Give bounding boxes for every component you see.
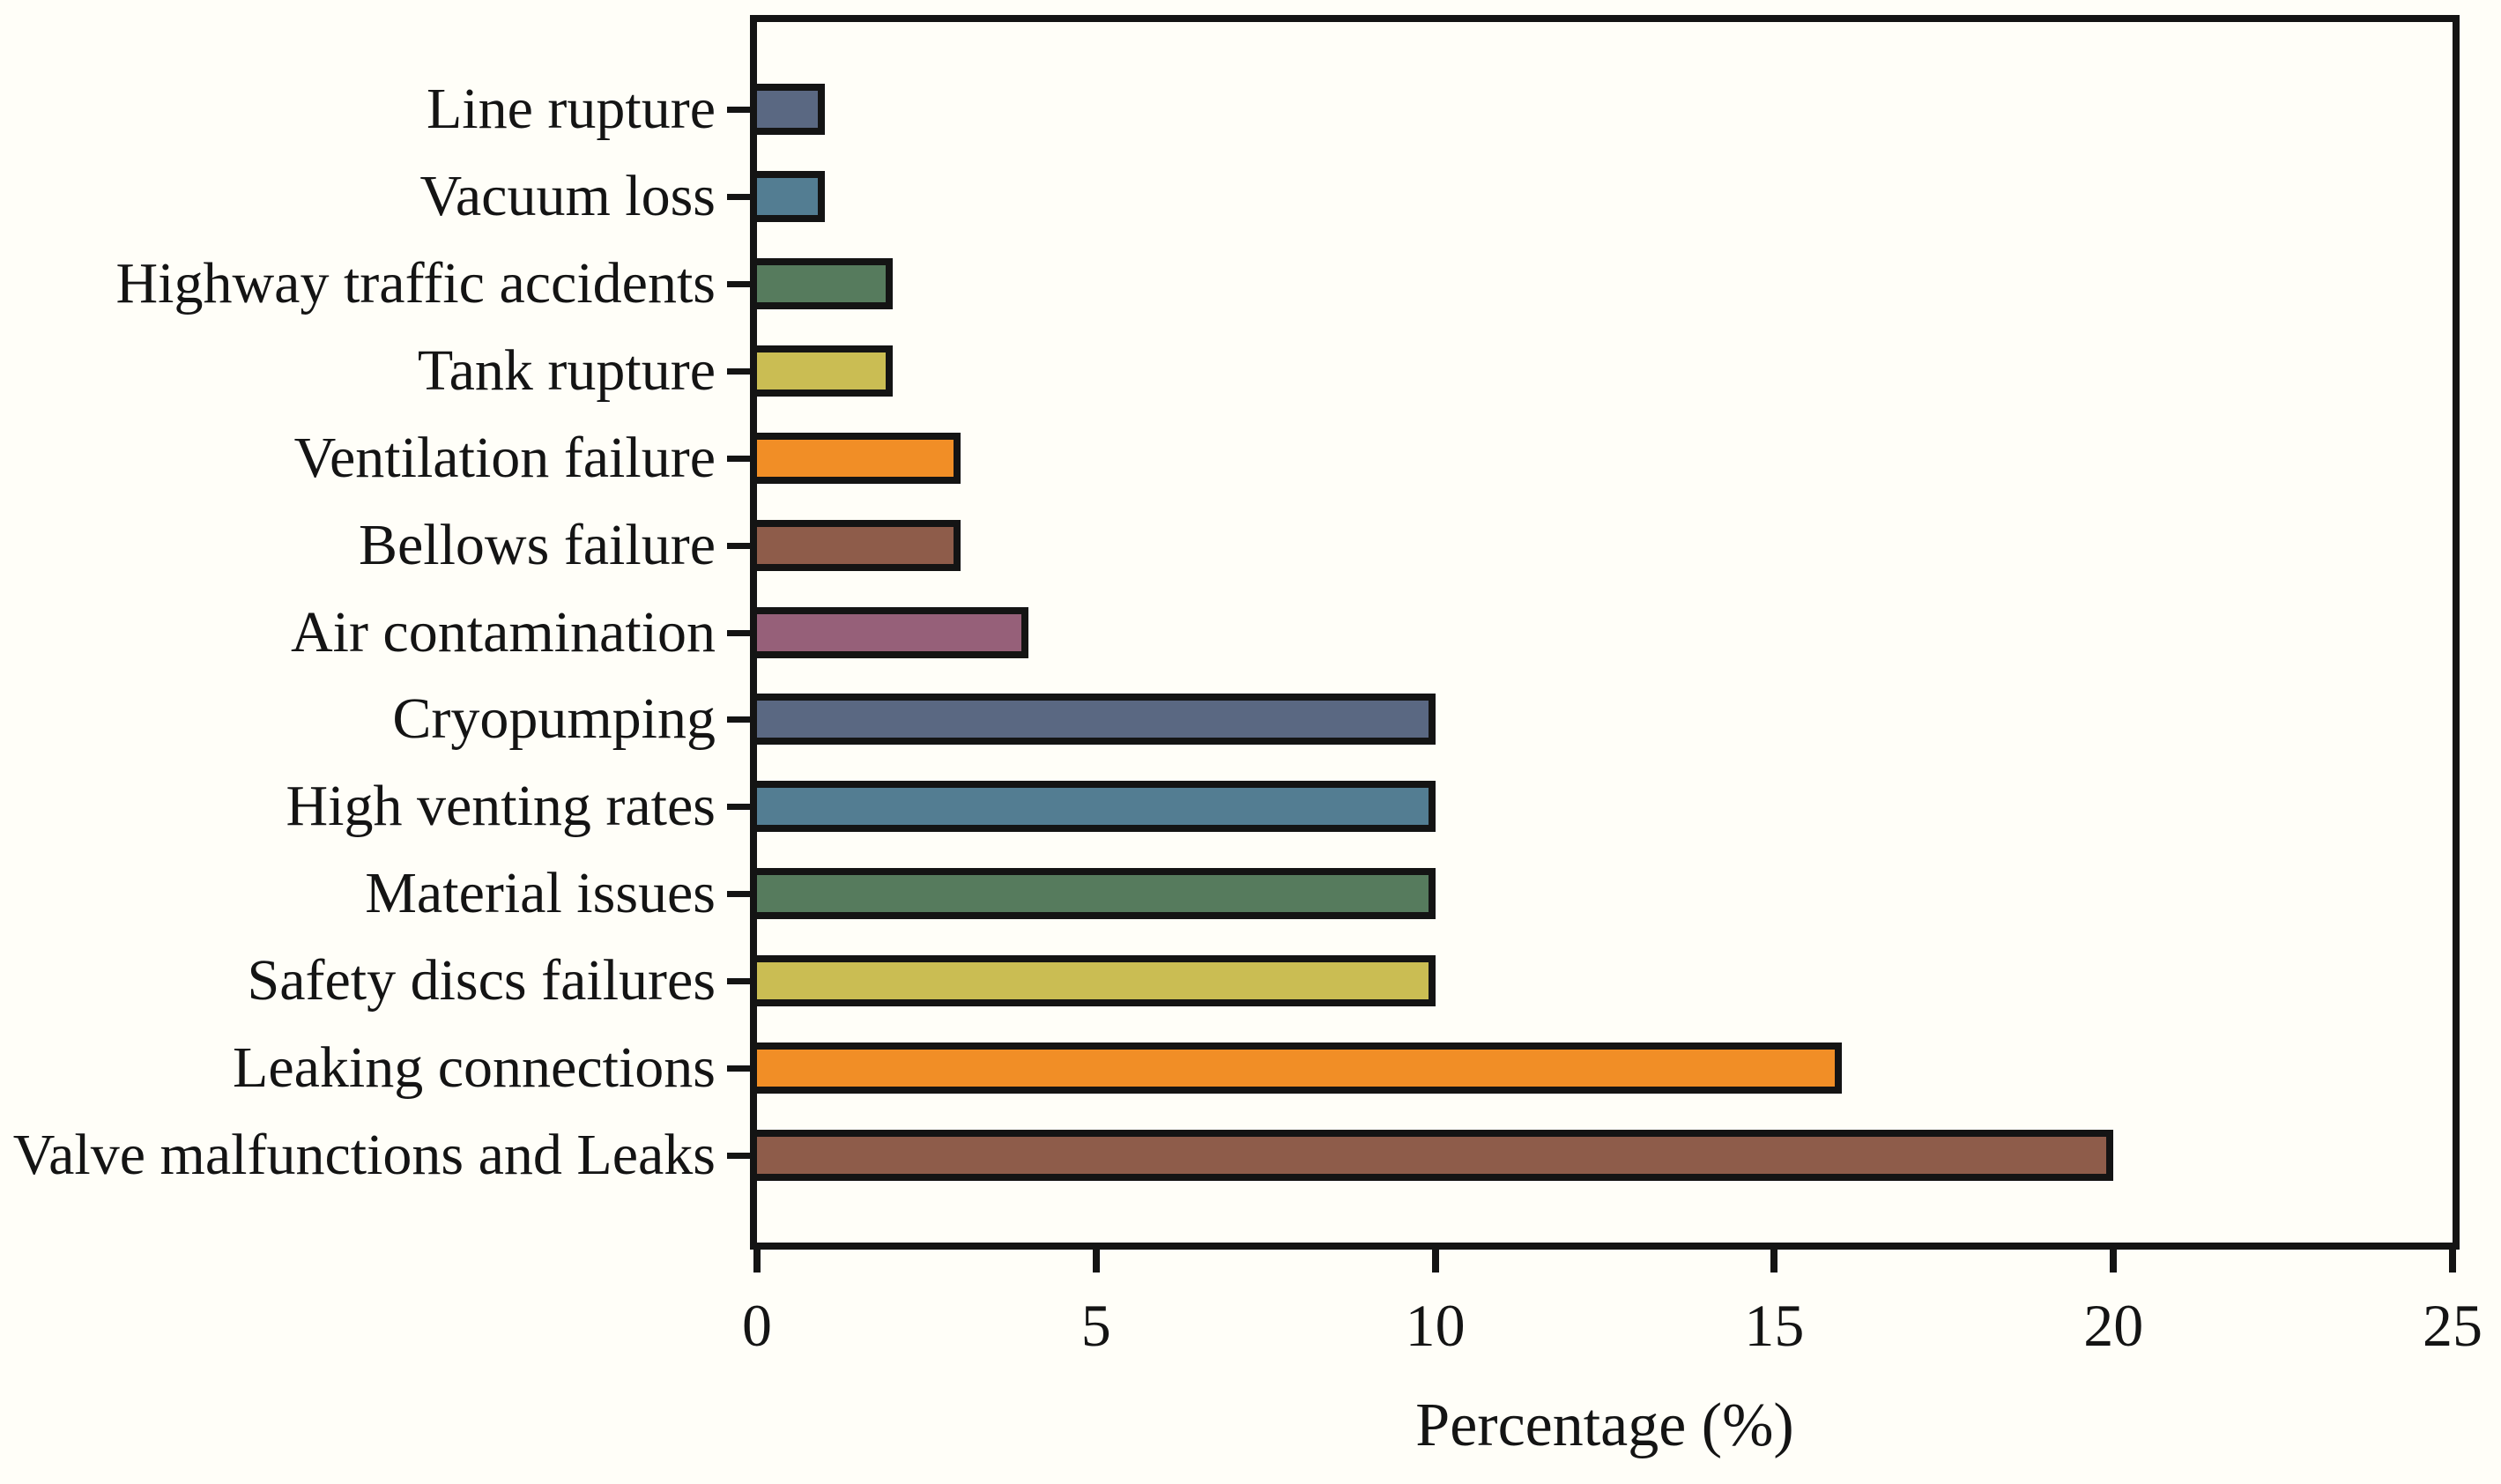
category-label: Tank rupture bbox=[417, 338, 716, 403]
category-label: Material issues bbox=[365, 861, 716, 926]
x-axis-tick bbox=[2110, 1250, 2118, 1273]
category-label: Air contamination bbox=[290, 599, 716, 664]
y-axis-tick bbox=[727, 716, 750, 723]
category-label: Cryopumping bbox=[392, 686, 716, 752]
x-tick-label: 25 bbox=[2423, 1292, 2482, 1359]
y-axis-tick bbox=[727, 1065, 750, 1072]
category-label: Highway traffic accidents bbox=[115, 250, 716, 315]
category-label: Bellows failure bbox=[358, 512, 716, 577]
category-label: Ventilation failure bbox=[293, 425, 716, 490]
category-label: Vacuum loss bbox=[419, 163, 716, 228]
y-axis-tick bbox=[727, 280, 750, 287]
bar-leaking-connections bbox=[757, 1043, 1843, 1094]
category-label: Valve malfunctions and Leaks bbox=[12, 1123, 716, 1188]
bar-line-rupture bbox=[757, 84, 825, 135]
y-axis-tick bbox=[727, 891, 750, 898]
bar-vacuum-loss bbox=[757, 170, 825, 222]
x-axis-tick bbox=[753, 1250, 761, 1273]
x-axis-tick bbox=[2449, 1250, 2456, 1273]
bar-high-venting-rates bbox=[757, 781, 1436, 833]
y-axis-tick bbox=[727, 193, 750, 200]
plot-area bbox=[750, 15, 2460, 1250]
y-axis-tick bbox=[727, 804, 750, 811]
x-tick-label: 0 bbox=[742, 1292, 772, 1359]
x-axis-tick bbox=[1770, 1250, 1778, 1273]
y-axis-tick bbox=[727, 107, 750, 113]
category-label: Line rupture bbox=[426, 77, 716, 141]
x-tick-label: 20 bbox=[2083, 1292, 2144, 1359]
category-label: High venting rates bbox=[286, 774, 716, 839]
y-axis-tick bbox=[727, 629, 750, 636]
bar-safety-discs-failures bbox=[757, 955, 1436, 1007]
x-axis-tick bbox=[1092, 1250, 1100, 1273]
bar-bellows-failure bbox=[757, 519, 961, 571]
y-axis-tick bbox=[727, 978, 750, 985]
bar-tank-rupture bbox=[757, 345, 893, 397]
category-label: Leaking connections bbox=[233, 1035, 716, 1101]
bar-ventilation-failure bbox=[757, 432, 961, 484]
x-tick-label: 10 bbox=[1405, 1292, 1466, 1359]
x-tick-label: 15 bbox=[1744, 1292, 1805, 1359]
x-tick-label: 5 bbox=[1080, 1292, 1111, 1359]
bar-material-issues bbox=[757, 868, 1436, 920]
y-axis-tick bbox=[727, 367, 750, 375]
bar-highway-traffic-accidents bbox=[757, 257, 893, 309]
bar-valve-malfunctions-and-leaks bbox=[757, 1130, 2114, 1182]
x-axis-title: Percentage (%) bbox=[1415, 1391, 1794, 1459]
y-axis-tick bbox=[727, 455, 750, 462]
bar-air-contamination bbox=[757, 606, 1028, 658]
y-axis-tick bbox=[727, 542, 750, 549]
category-label: Safety discs failures bbox=[247, 948, 716, 1013]
x-axis-tick bbox=[1431, 1250, 1439, 1273]
y-axis-tick bbox=[727, 1153, 750, 1160]
bar-cryopumping bbox=[757, 694, 1436, 746]
